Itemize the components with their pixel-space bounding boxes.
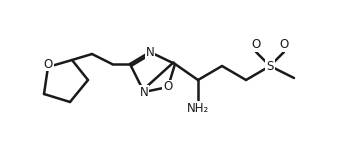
- Text: S: S: [266, 59, 274, 73]
- Text: O: O: [279, 38, 289, 52]
- Text: O: O: [43, 57, 53, 71]
- Text: N: N: [140, 85, 148, 98]
- Text: NH₂: NH₂: [187, 102, 209, 114]
- Text: O: O: [251, 38, 261, 52]
- Text: O: O: [164, 81, 173, 93]
- Text: N: N: [145, 45, 155, 59]
